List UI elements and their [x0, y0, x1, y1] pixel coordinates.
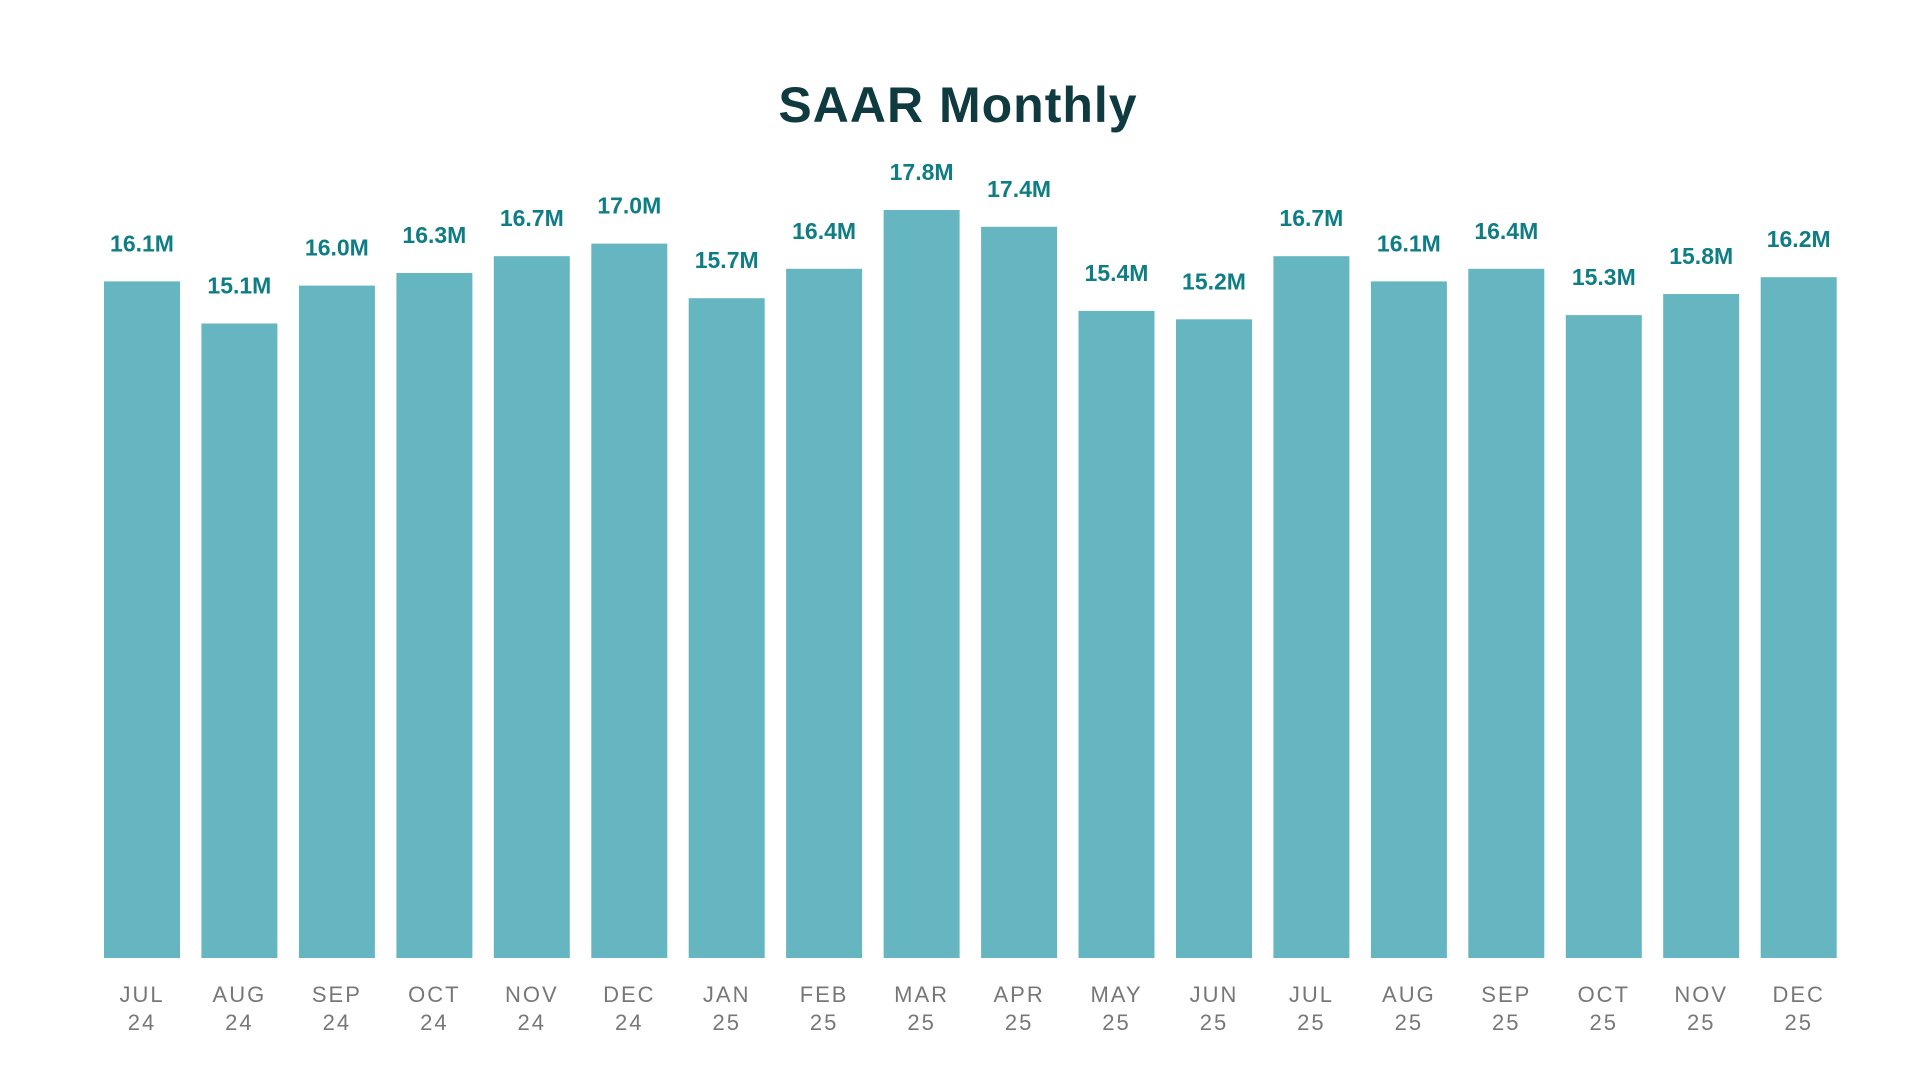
- x-tick-year-label: 24: [615, 1010, 643, 1035]
- x-tick-year-label: 25: [810, 1010, 838, 1035]
- x-tick-month-label: NOV: [1674, 982, 1728, 1007]
- x-tick-month-label: JAN: [703, 982, 751, 1007]
- x-tick-month-label: NOV: [505, 982, 559, 1007]
- bar-apr-25: [981, 226, 1058, 959]
- x-tick-month-label: MAY: [1090, 982, 1142, 1007]
- data-labels-layer: 16.1M 15.1M 16.0M 16.3M 16.7M 17.0M 15.7M 16.4M…: [110, 159, 1831, 299]
- x-tick-month-label: OCT: [1578, 982, 1630, 1007]
- x-tick-month-label: JUL: [1289, 982, 1334, 1007]
- bar-value-label: 17.0M: [597, 193, 661, 219]
- bar-value-label: 15.7M: [695, 247, 759, 273]
- x-tick-year-label: 25: [1102, 1010, 1130, 1035]
- bar-value-label: 16.1M: [110, 230, 174, 256]
- bar-oct-24: [396, 273, 473, 958]
- bar-sep-25: [1468, 268, 1545, 958]
- bar-jan-25: [688, 298, 765, 958]
- bar-value-label: 15.8M: [1669, 243, 1733, 269]
- bar-dec-24: [591, 243, 668, 959]
- x-tick-year-label: 24: [518, 1010, 546, 1035]
- bar-dec-25: [1760, 277, 1837, 958]
- bar-value-label: 16.2M: [1767, 226, 1831, 252]
- x-tick-month-label: MAR: [894, 982, 949, 1007]
- bar-value-label: 16.7M: [1279, 205, 1343, 231]
- x-tick-month-label: FEB: [800, 982, 849, 1007]
- x-tick-year-label: 24: [323, 1010, 351, 1035]
- bar-value-label: 16.3M: [402, 222, 466, 248]
- bar-feb-25: [786, 268, 863, 958]
- bar-value-label: 15.3M: [1572, 264, 1636, 290]
- bar-value-label: 16.7M: [500, 205, 564, 231]
- bar-jul-24: [104, 281, 180, 958]
- x-axis-ticks: JUL 24 AUG 24 SEP 24 OCT 24 NOV 24 DEC 24 JAN 25 FEB 25…: [119, 982, 1824, 1035]
- x-tick-year-label: 25: [712, 1010, 740, 1035]
- bar-may-25: [1078, 310, 1155, 958]
- x-tick-month-label: SEP: [1481, 982, 1531, 1007]
- x-tick-year-label: 25: [1590, 1010, 1618, 1035]
- x-tick-year-label: 25: [1395, 1010, 1423, 1035]
- bar-aug-24: [201, 323, 278, 958]
- bar-value-label: 17.4M: [987, 176, 1051, 202]
- bar-aug-25: [1370, 281, 1447, 958]
- bar-value-label: 16.0M: [305, 235, 369, 261]
- x-tick-year-label: 25: [1687, 1010, 1715, 1035]
- x-tick-month-label: SEP: [312, 982, 362, 1007]
- x-tick-year-label: 25: [1200, 1010, 1228, 1035]
- x-tick-year-label: 25: [907, 1010, 935, 1035]
- bar-oct-25: [1565, 315, 1642, 959]
- bar-value-label: 16.1M: [1377, 230, 1441, 256]
- x-tick-month-label: APR: [993, 982, 1044, 1007]
- bars-layer: [104, 210, 1837, 959]
- bar-value-label: 15.2M: [1182, 268, 1246, 294]
- x-tick-month-label: OCT: [408, 982, 460, 1007]
- x-tick-year-label: 25: [1492, 1010, 1520, 1035]
- x-tick-year-label: 25: [1784, 1010, 1812, 1035]
- x-tick-year-label: 25: [1297, 1010, 1325, 1035]
- bar-value-label: 15.1M: [207, 273, 271, 299]
- x-tick-month-label: DEC: [603, 982, 655, 1007]
- bar-value-label: 16.4M: [1474, 218, 1538, 244]
- x-tick-month-label: JUN: [1190, 982, 1239, 1007]
- bar-jul-25: [1273, 256, 1350, 958]
- bar-nov-25: [1663, 294, 1740, 958]
- bar-mar-25: [883, 210, 960, 958]
- x-tick-year-label: 24: [420, 1010, 448, 1035]
- bar-value-label: 15.4M: [1085, 260, 1149, 286]
- x-tick-month-label: DEC: [1772, 982, 1824, 1007]
- bar-nov-24: [493, 256, 570, 958]
- x-tick-month-label: AUG: [1382, 982, 1436, 1007]
- x-tick-year-label: 25: [1005, 1010, 1033, 1035]
- x-tick-month-label: AUG: [213, 982, 267, 1007]
- x-tick-year-label: 24: [225, 1010, 253, 1035]
- chart-title: SAAR Monthly: [778, 77, 1138, 133]
- bar-value-label: 17.8M: [890, 159, 954, 185]
- x-tick-month-label: JUL: [119, 982, 164, 1007]
- bar-jun-25: [1176, 319, 1252, 958]
- bar-sep-24: [298, 285, 375, 959]
- x-tick-year-label: 24: [128, 1010, 156, 1035]
- bar-value-label: 16.4M: [792, 218, 856, 244]
